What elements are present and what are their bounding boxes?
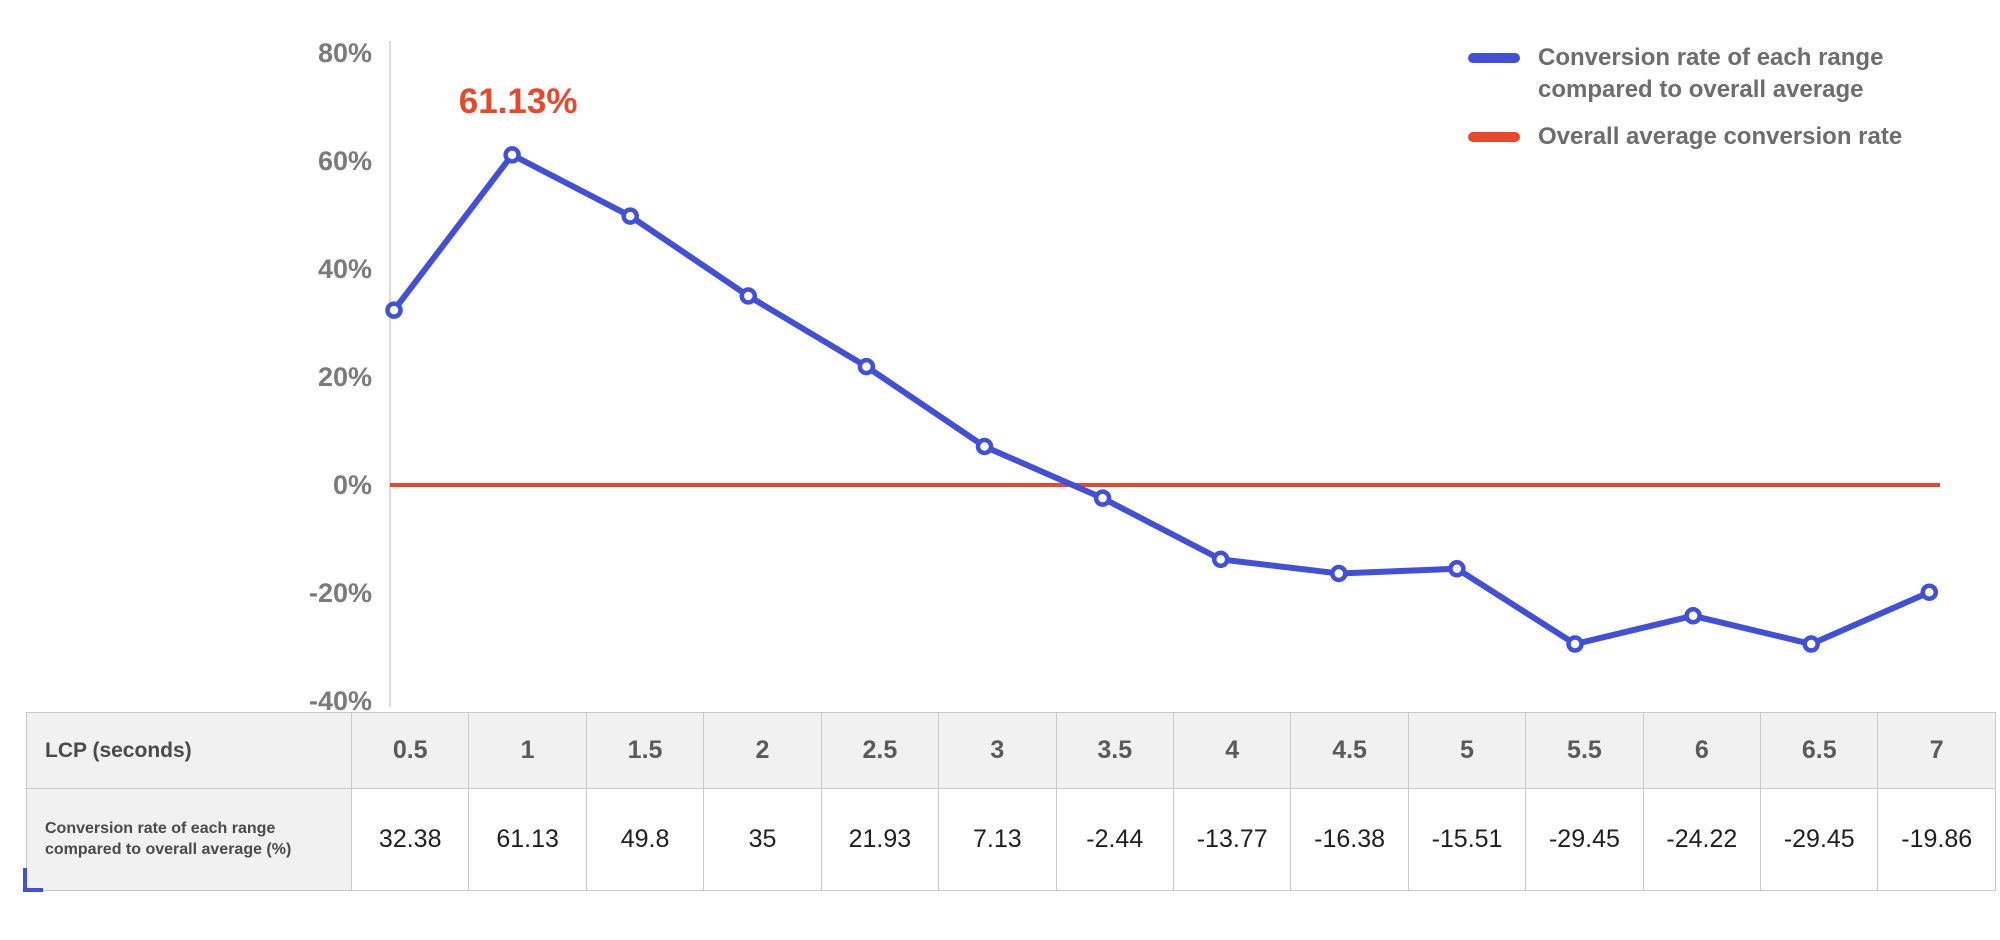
conversion-value-cell: 35: [703, 788, 822, 891]
lcp-column-header: 5.5: [1525, 712, 1644, 789]
lcp-column-header: 6: [1642, 712, 1762, 789]
lcp-column-header: 4: [1172, 712, 1292, 789]
data-point-marker: [1330, 564, 1348, 583]
lcp-column-header: 2: [703, 712, 822, 789]
conversion-value-cell: 21.93: [820, 788, 940, 891]
data-point-marker: [1093, 489, 1112, 507]
conversion-value-cell: -24.22: [1642, 788, 1762, 891]
conversion-value-cell: -15.51: [1407, 788, 1527, 891]
data-point-marker: [1684, 607, 1702, 625]
conversion-value-cell: -13.77: [1172, 788, 1292, 891]
lcp-column-header: 0.5: [350, 712, 470, 789]
data-point-marker: [385, 301, 403, 319]
data-point-marker: [1920, 583, 1939, 601]
y-tick-label: 40%: [318, 254, 372, 284]
legend-swatch-conversion-icon: [1468, 53, 1520, 63]
data-point-marker: [857, 357, 876, 376]
peak-annotation: 61.13%: [459, 82, 578, 121]
data-point-marker: [503, 146, 521, 164]
table-header-label: LCP (seconds): [26, 712, 352, 789]
table-value-row: Conversion rate of each range compared t…: [26, 788, 1996, 891]
legend-swatch-average-icon: [1468, 132, 1520, 143]
data-point-marker: [1211, 550, 1230, 569]
data-point-marker: [1802, 635, 1820, 653]
lcp-column-header: 5: [1407, 712, 1527, 789]
conversion-value-cell: 32.38: [350, 788, 470, 891]
y-tick-label: 0%: [333, 470, 372, 500]
legend-item-conversion[interactable]: Conversion rate of each range compared t…: [1468, 42, 1942, 105]
lcp-column-header: 3: [938, 712, 1057, 789]
lcp-column-header: 1: [468, 712, 587, 789]
chart-legend: Conversion rate of each range compared t…: [1468, 42, 1942, 169]
data-point-marker: [975, 437, 994, 456]
conversion-value-cell: 7.13: [938, 788, 1057, 891]
conversion-value-cell: -29.45: [1525, 788, 1644, 891]
lcp-column-header: 7: [1877, 712, 1996, 789]
data-point-marker: [739, 287, 758, 305]
y-tick-label: 60%: [318, 146, 372, 176]
table-corner-accent: [23, 868, 43, 892]
legend-item-average[interactable]: Overall average conversion rate: [1468, 121, 1942, 153]
chart-area: 80% 60% 40% 20% 0% -20% -40% 61.13%: [309, 38, 1940, 716]
chart-data-table: LCP (seconds) 0.5 1 1.5 2 2.5 3 3.5 4 4.5 5 5.5 6 6.…: [26, 712, 1996, 891]
lcp-column-header: 6.5: [1760, 712, 1879, 789]
lcp-column-header: 4.5: [1290, 712, 1409, 789]
data-point-marker: [1448, 560, 1466, 578]
data-point-marker: [621, 207, 639, 225]
lcp-column-header: 1.5: [585, 712, 705, 789]
lcp-column-header: 3.5: [1055, 712, 1174, 789]
conversion-line: [391, 151, 1933, 648]
legend-label-average: Overall average conversion rate: [1538, 123, 1903, 151]
y-tick-label: -20%: [309, 578, 372, 608]
conversion-value-cell: -16.38: [1290, 788, 1409, 891]
conversion-value-cell: -2.44: [1055, 788, 1174, 891]
y-tick-label: 80%: [318, 38, 372, 68]
conversion-value-cell: 61.13: [468, 788, 587, 891]
y-tick-label: 20%: [318, 362, 372, 392]
data-point-marker: [1566, 635, 1584, 653]
conversion-value-cell: -19.86: [1877, 788, 1996, 891]
conversion-value-cell: 49.8: [585, 788, 705, 891]
table-header-row: LCP (seconds) 0.5 1 1.5 2 2.5 3 3.5 4 4.5 5 5.5 6 6.…: [26, 712, 1996, 789]
conversion-value-cell: -29.45: [1760, 788, 1879, 891]
y-tick-label: -40%: [309, 686, 372, 716]
legend-label-conversion: Conversion rate of each range compared t…: [1538, 44, 1884, 103]
conversion-line-chart: 80% 60% 40% 20% 0% -20% -40% 61.13%: [309, 38, 1940, 716]
table-row-label: Conversion rate of each range compared t…: [26, 788, 352, 891]
lcp-column-header: 2.5: [820, 712, 940, 789]
